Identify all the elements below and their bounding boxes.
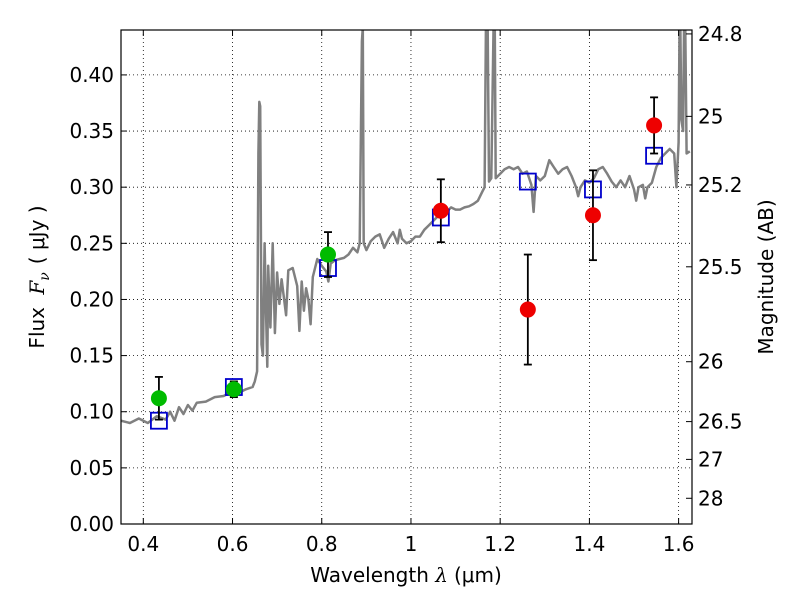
y2-tick-label: 26.5	[698, 410, 743, 434]
y2-tick-label: 25.5	[698, 255, 743, 279]
y2-tick-label: 25.2	[698, 173, 743, 197]
y-tick-label: 0.30	[69, 175, 114, 199]
x-axis-label: Wavelength λ (μm)	[310, 563, 502, 587]
y-tick-label: 0.10	[69, 400, 114, 424]
y2-tick-label: 26	[698, 350, 723, 374]
y2-tick-label: 24.8	[698, 22, 743, 46]
x-tick-label: 0.4	[127, 532, 159, 556]
axis-ticks: 0.4 0.6 0.8 1 1.2 1.4 1.6 0.00 0.05 0.10 0.15 0.20 0…	[69, 22, 742, 556]
model-square-marker	[518, 172, 537, 191]
y-tick-label: 0.35	[69, 119, 114, 143]
y-tick-label: 0.40	[69, 63, 114, 87]
x-tick-label: 0.8	[306, 532, 338, 556]
y-tick-label: 0.05	[69, 456, 114, 480]
photometry-point-marker	[432, 202, 449, 219]
y-axis-variable-subscript: ν	[37, 272, 53, 281]
photometry-point-marker	[319, 246, 336, 263]
template-spectrum-line	[121, 30, 691, 425]
y-axis-label-prefix: Flux	[25, 301, 49, 349]
y2-tick-label: 25	[698, 104, 723, 128]
right-axis-label: Magnitude (AB)	[754, 199, 778, 354]
photometry-point-marker	[646, 117, 663, 134]
x-tick-label: 1	[405, 532, 418, 556]
observed-photometry-series	[150, 96, 663, 421]
y-tick-label: 0.20	[69, 287, 114, 311]
y-axis-label: Flux Fν ( μJy )	[25, 205, 53, 348]
photometry-point-marker	[225, 381, 242, 398]
x-axis-units: (μm)	[454, 563, 502, 587]
photometry-point-marker	[584, 207, 601, 224]
y-axis-variable: F	[25, 280, 49, 296]
y2-tick-label: 28	[698, 486, 723, 510]
x-axis-label-prefix: Wavelength	[310, 563, 435, 587]
photometry-point-marker	[519, 301, 536, 318]
y-axis-units: ( μJy )	[25, 205, 49, 264]
y2-tick-label: 27	[698, 447, 723, 471]
photometry-point-marker	[150, 390, 167, 407]
x-tick-label: 1.4	[573, 532, 605, 556]
y-tick-label: 0.00	[69, 512, 114, 536]
x-axis-variable: λ	[434, 563, 448, 587]
x-tick-label: 1.2	[484, 532, 516, 556]
x-tick-label: 0.6	[217, 532, 249, 556]
plot-frame	[120, 29, 693, 525]
template-spectrum-series	[121, 30, 691, 425]
y-tick-label: 0.25	[69, 231, 114, 255]
y-tick-label: 0.15	[69, 344, 114, 368]
x-tick-label: 1.6	[663, 532, 695, 556]
